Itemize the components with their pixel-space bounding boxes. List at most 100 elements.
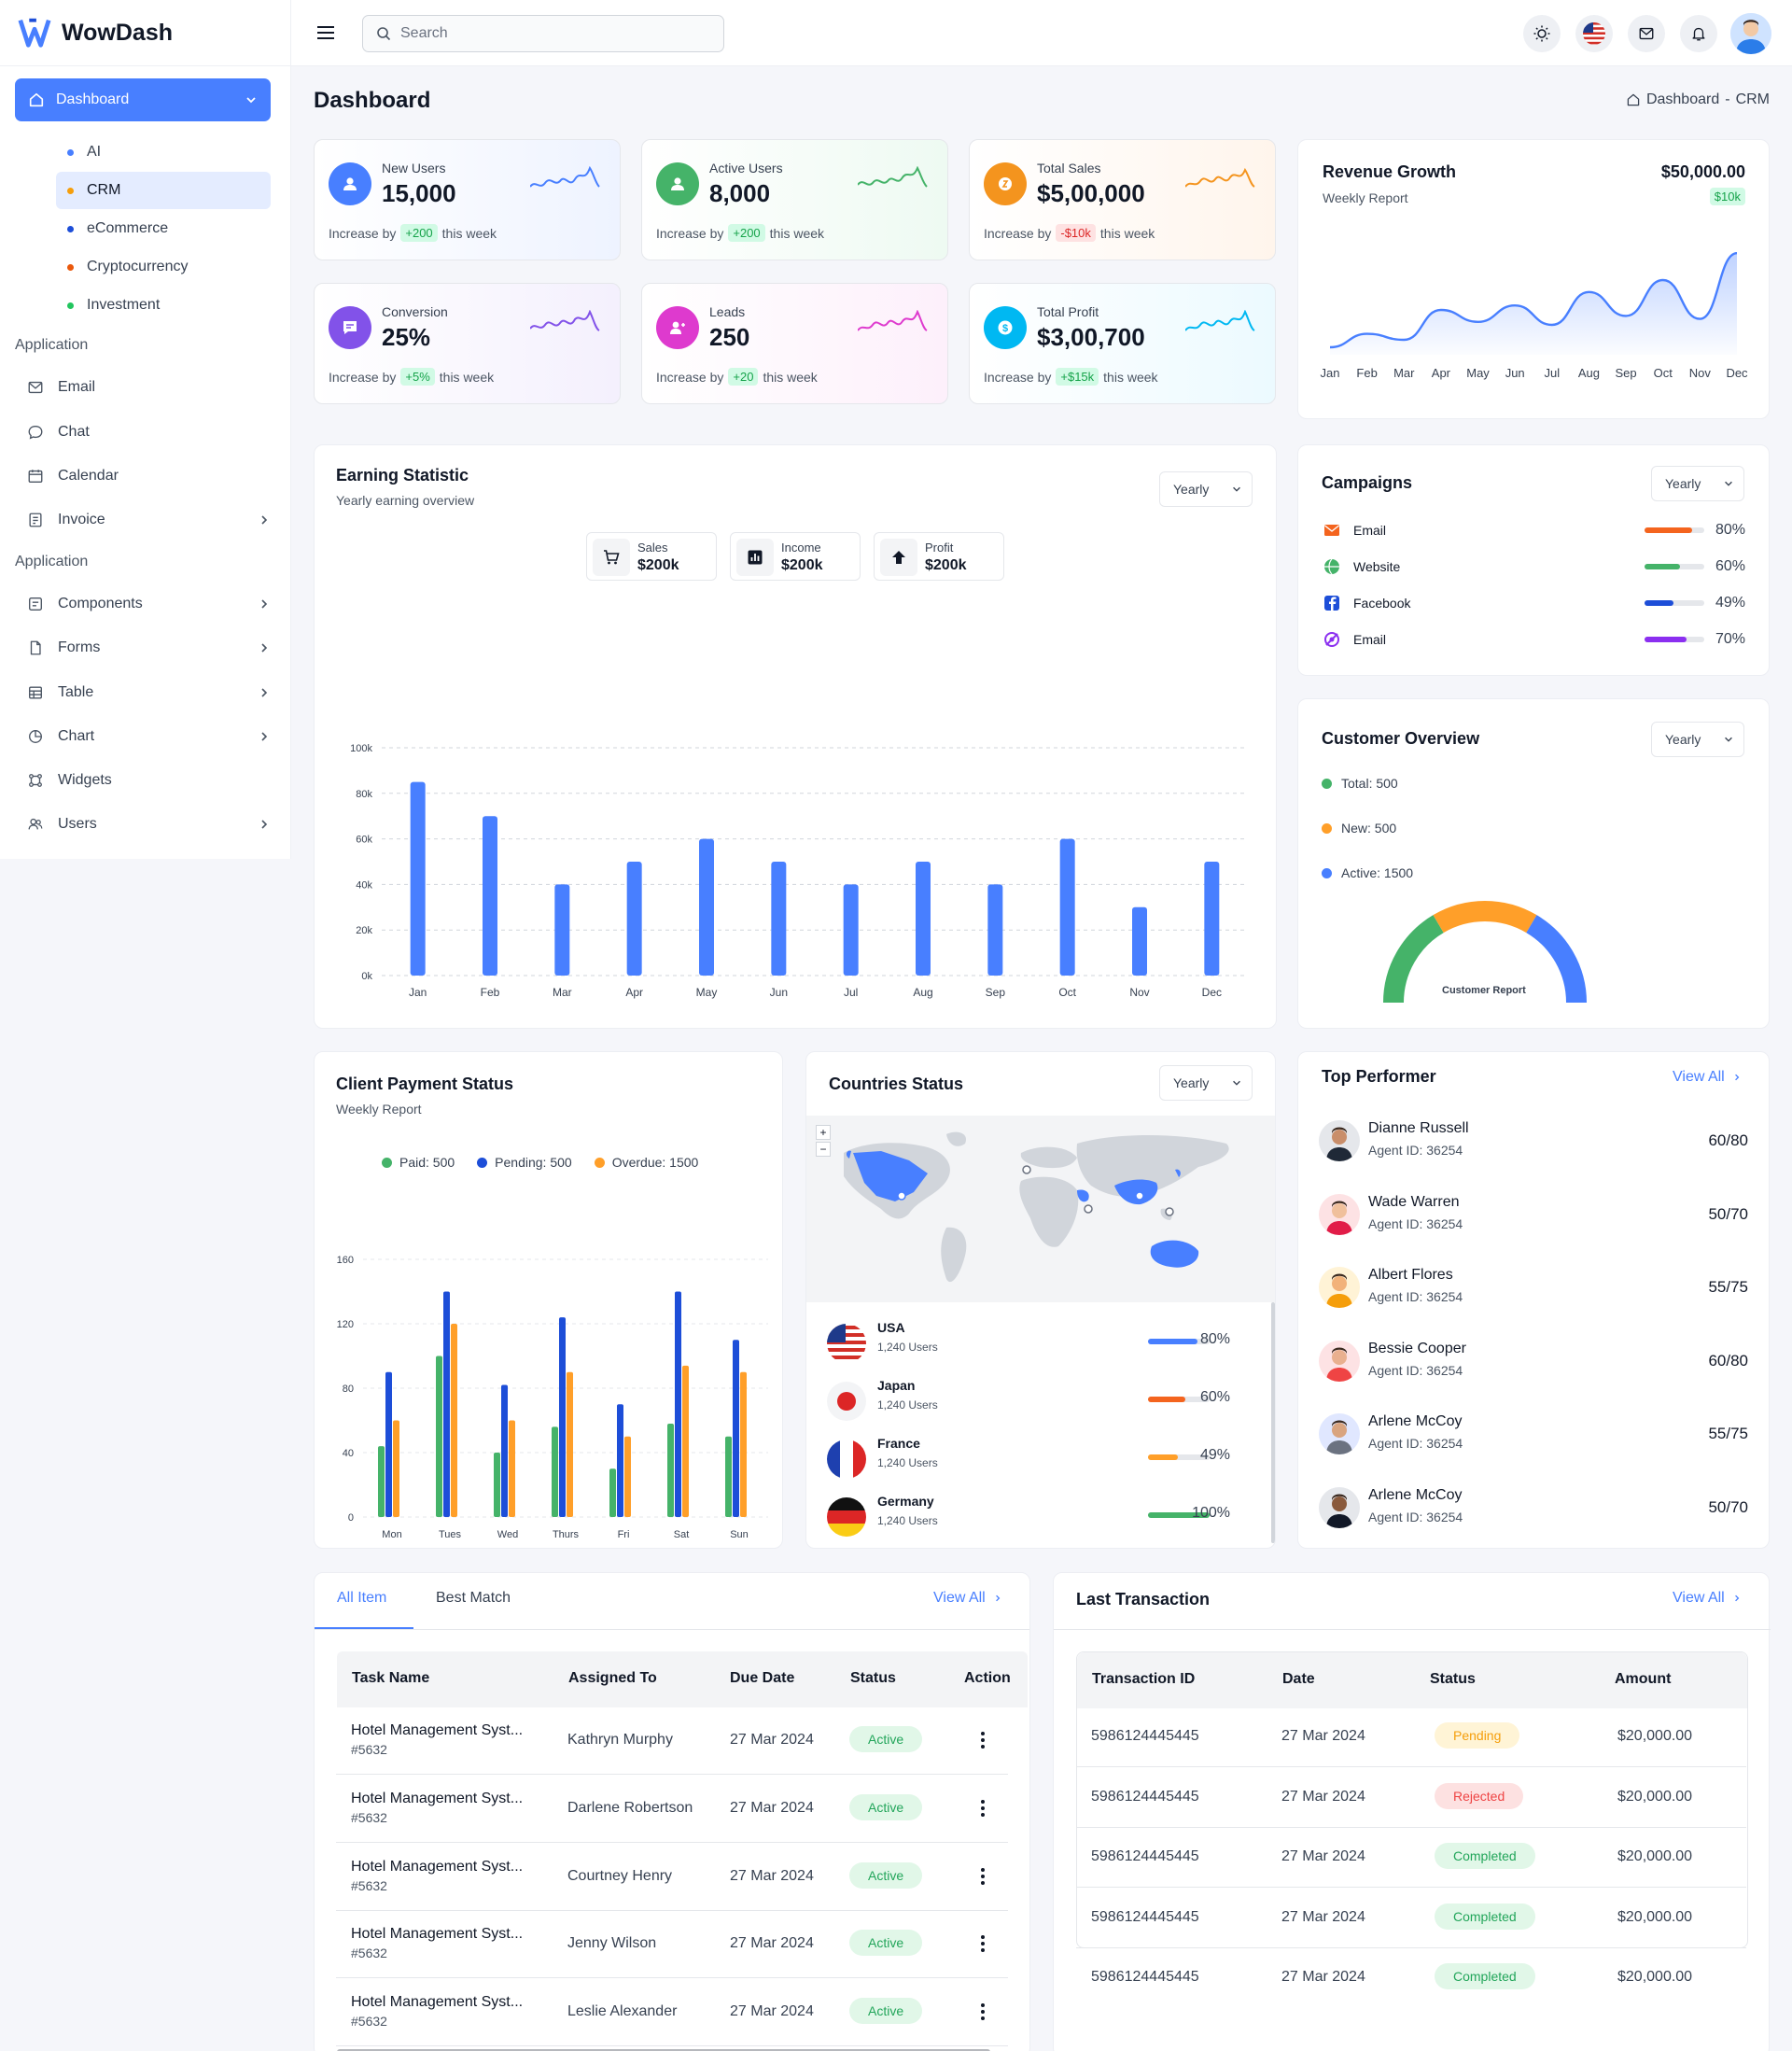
sidebar-item-components[interactable]: Components bbox=[15, 585, 271, 623]
theme-toggle-button[interactable] bbox=[1523, 15, 1561, 52]
performer-row[interactable]: Bessie Cooper Agent ID: 36254 60/80 bbox=[1319, 1333, 1748, 1389]
bar-paid[interactable] bbox=[552, 1426, 558, 1517]
sidebar-subitem-ai[interactable]: AI bbox=[56, 133, 271, 171]
language-button[interactable] bbox=[1575, 15, 1613, 52]
tab-best-match[interactable]: Best Match bbox=[436, 1590, 511, 1606]
bar-paid[interactable] bbox=[378, 1446, 385, 1517]
table-row[interactable]: 5986124445445 27 Mar 2024 Rejected $20,000.… bbox=[1076, 1768, 1746, 1828]
more-vertical-icon[interactable] bbox=[980, 1867, 986, 1890]
period-select[interactable]: Yearly bbox=[1159, 1065, 1253, 1101]
table-row[interactable]: 5986124445445 27 Mar 2024 Completed $20,000… bbox=[1076, 1948, 1746, 2008]
sidebar-item-table[interactable]: Table bbox=[15, 674, 271, 711]
more-vertical-icon[interactable] bbox=[980, 1934, 986, 1958]
more-vertical-icon[interactable] bbox=[980, 2002, 986, 2026]
performer-row[interactable]: Arlene McCoy Agent ID: 36254 55/75 bbox=[1319, 1406, 1748, 1462]
bar[interactable] bbox=[1204, 862, 1220, 976]
bar-pending[interactable] bbox=[675, 1291, 681, 1518]
gauge-segment-active[interactable] bbox=[1525, 915, 1587, 1004]
table-row[interactable]: 5986124445445 27 Mar 2024 Completed $20,000… bbox=[1076, 1889, 1746, 1948]
period-select[interactable]: Yearly bbox=[1159, 471, 1253, 507]
bar-paid[interactable] bbox=[725, 1436, 732, 1517]
country-name: USA bbox=[877, 1320, 905, 1335]
bar-pending[interactable] bbox=[733, 1340, 739, 1517]
bar-pending[interactable] bbox=[559, 1317, 566, 1517]
sidebar-subitem-ecommerce[interactable]: eCommerce bbox=[56, 210, 271, 247]
bar-overdue[interactable] bbox=[451, 1324, 457, 1517]
sidebar-item-invoice[interactable]: Invoice bbox=[15, 501, 271, 539]
table-row[interactable]: 5986124445445 27 Mar 2024 Pending $20,000.0… bbox=[1076, 1707, 1746, 1767]
notifications-button[interactable] bbox=[1680, 15, 1717, 52]
bar[interactable] bbox=[626, 862, 642, 976]
horizontal-scrollbar[interactable] bbox=[337, 2049, 990, 2051]
sidebar-item-chart[interactable]: Chart bbox=[15, 718, 271, 755]
messages-button[interactable] bbox=[1628, 15, 1665, 52]
task-due-date: 27 Mar 2024 bbox=[730, 1799, 814, 1816]
bar-overdue[interactable] bbox=[567, 1371, 573, 1517]
tab-all-item[interactable]: All Item bbox=[337, 1590, 387, 1606]
bar-pending[interactable] bbox=[501, 1384, 508, 1517]
bar-paid[interactable] bbox=[667, 1423, 674, 1517]
gauge-segment-new[interactable] bbox=[1433, 901, 1537, 934]
bar-pending[interactable] bbox=[617, 1404, 623, 1517]
table-row[interactable]: Hotel Management Syst... #5632 Kathryn Mur… bbox=[336, 1707, 1008, 1775]
zoom-out-button[interactable]: − bbox=[816, 1142, 831, 1157]
gauge-segment-total[interactable] bbox=[1383, 915, 1445, 1004]
performer-id: Agent ID: 36254 bbox=[1368, 1436, 1463, 1451]
search-input[interactable]: Search bbox=[362, 15, 724, 52]
performer-row[interactable]: Arlene McCoy Agent ID: 36254 50/70 bbox=[1319, 1480, 1748, 1536]
sidebar-subitem-crm[interactable]: CRM bbox=[56, 172, 271, 209]
bar[interactable] bbox=[916, 862, 931, 976]
bar-pending[interactable] bbox=[443, 1291, 450, 1518]
view-all-link[interactable]: View All bbox=[933, 1590, 1002, 1607]
bar-overdue[interactable] bbox=[740, 1371, 747, 1517]
bar[interactable] bbox=[554, 884, 570, 976]
bar-paid[interactable] bbox=[609, 1468, 616, 1517]
sidebar-subitem-cryptocurrency[interactable]: Cryptocurrency bbox=[56, 248, 271, 286]
logo[interactable]: WowDash bbox=[0, 0, 290, 66]
performer-row[interactable]: Albert Flores Agent ID: 36254 55/75 bbox=[1319, 1259, 1748, 1315]
sidebar-item-calendar[interactable]: Calendar bbox=[15, 457, 271, 495]
sidebar-item-chat[interactable]: Chat bbox=[15, 414, 271, 451]
bar-paid[interactable] bbox=[436, 1356, 442, 1518]
bar-pending[interactable] bbox=[385, 1371, 392, 1517]
sidebar-subitem-investment[interactable]: Investment bbox=[56, 287, 271, 324]
bar-overdue[interactable] bbox=[682, 1365, 689, 1517]
bar-paid[interactable] bbox=[494, 1453, 500, 1517]
table-row[interactable]: Hotel Management Syst... #5632 Leslie Alex… bbox=[336, 1979, 1008, 2047]
bar[interactable] bbox=[483, 816, 497, 976]
bar[interactable] bbox=[699, 838, 714, 976]
bar-overdue[interactable] bbox=[393, 1420, 399, 1518]
bar[interactable] bbox=[410, 781, 426, 976]
bar[interactable] bbox=[1132, 906, 1147, 976]
sidebar-item-email[interactable]: Email bbox=[15, 369, 271, 406]
table-row[interactable]: Hotel Management Syst... #5632 Jenny Wilso… bbox=[336, 1911, 1008, 1979]
menu-icon[interactable] bbox=[314, 21, 338, 45]
bar[interactable] bbox=[771, 862, 787, 976]
view-all-link[interactable]: View All bbox=[1673, 1590, 1742, 1607]
bar-overdue[interactable] bbox=[624, 1436, 631, 1517]
bar[interactable] bbox=[1059, 838, 1075, 976]
transaction-id: 5986124445445 bbox=[1091, 1848, 1199, 1865]
performer-row[interactable]: Wade Warren Agent ID: 36254 50/70 bbox=[1319, 1187, 1748, 1243]
table-row[interactable]: Hotel Management Syst... #5632 Darlene Rob… bbox=[336, 1776, 1008, 1843]
view-all-link[interactable]: View All bbox=[1673, 1069, 1742, 1086]
breadcrumb-home[interactable]: Dashboard bbox=[1645, 91, 1720, 107]
performer-row[interactable]: Dianne Russell Agent ID: 36254 60/80 bbox=[1319, 1113, 1748, 1169]
user-avatar[interactable] bbox=[1730, 13, 1771, 54]
more-vertical-icon[interactable] bbox=[980, 1799, 986, 1822]
sidebar-item-users[interactable]: Users bbox=[15, 806, 271, 843]
sidebar-item-widgets[interactable]: Widgets bbox=[15, 762, 271, 799]
table-row[interactable]: Hotel Management Syst... #5632 Courtney He… bbox=[336, 1844, 1008, 1911]
bar[interactable] bbox=[843, 884, 859, 976]
more-vertical-icon[interactable] bbox=[980, 1731, 986, 1754]
bar[interactable] bbox=[987, 884, 1003, 976]
world-map[interactable]: + − bbox=[806, 1116, 1275, 1302]
sidebar-item-forms[interactable]: Forms bbox=[15, 629, 271, 667]
period-select[interactable]: Yearly bbox=[1651, 722, 1744, 757]
table-row[interactable]: 5986124445445 27 Mar 2024 Completed $20,000… bbox=[1076, 1828, 1746, 1889]
sidebar-item-dashboard[interactable]: Dashboard bbox=[15, 78, 271, 121]
scrollbar[interactable] bbox=[1271, 1302, 1275, 1543]
bar-overdue[interactable] bbox=[509, 1420, 515, 1518]
period-select[interactable]: Yearly bbox=[1651, 466, 1744, 501]
zoom-in-button[interactable]: + bbox=[816, 1125, 831, 1140]
